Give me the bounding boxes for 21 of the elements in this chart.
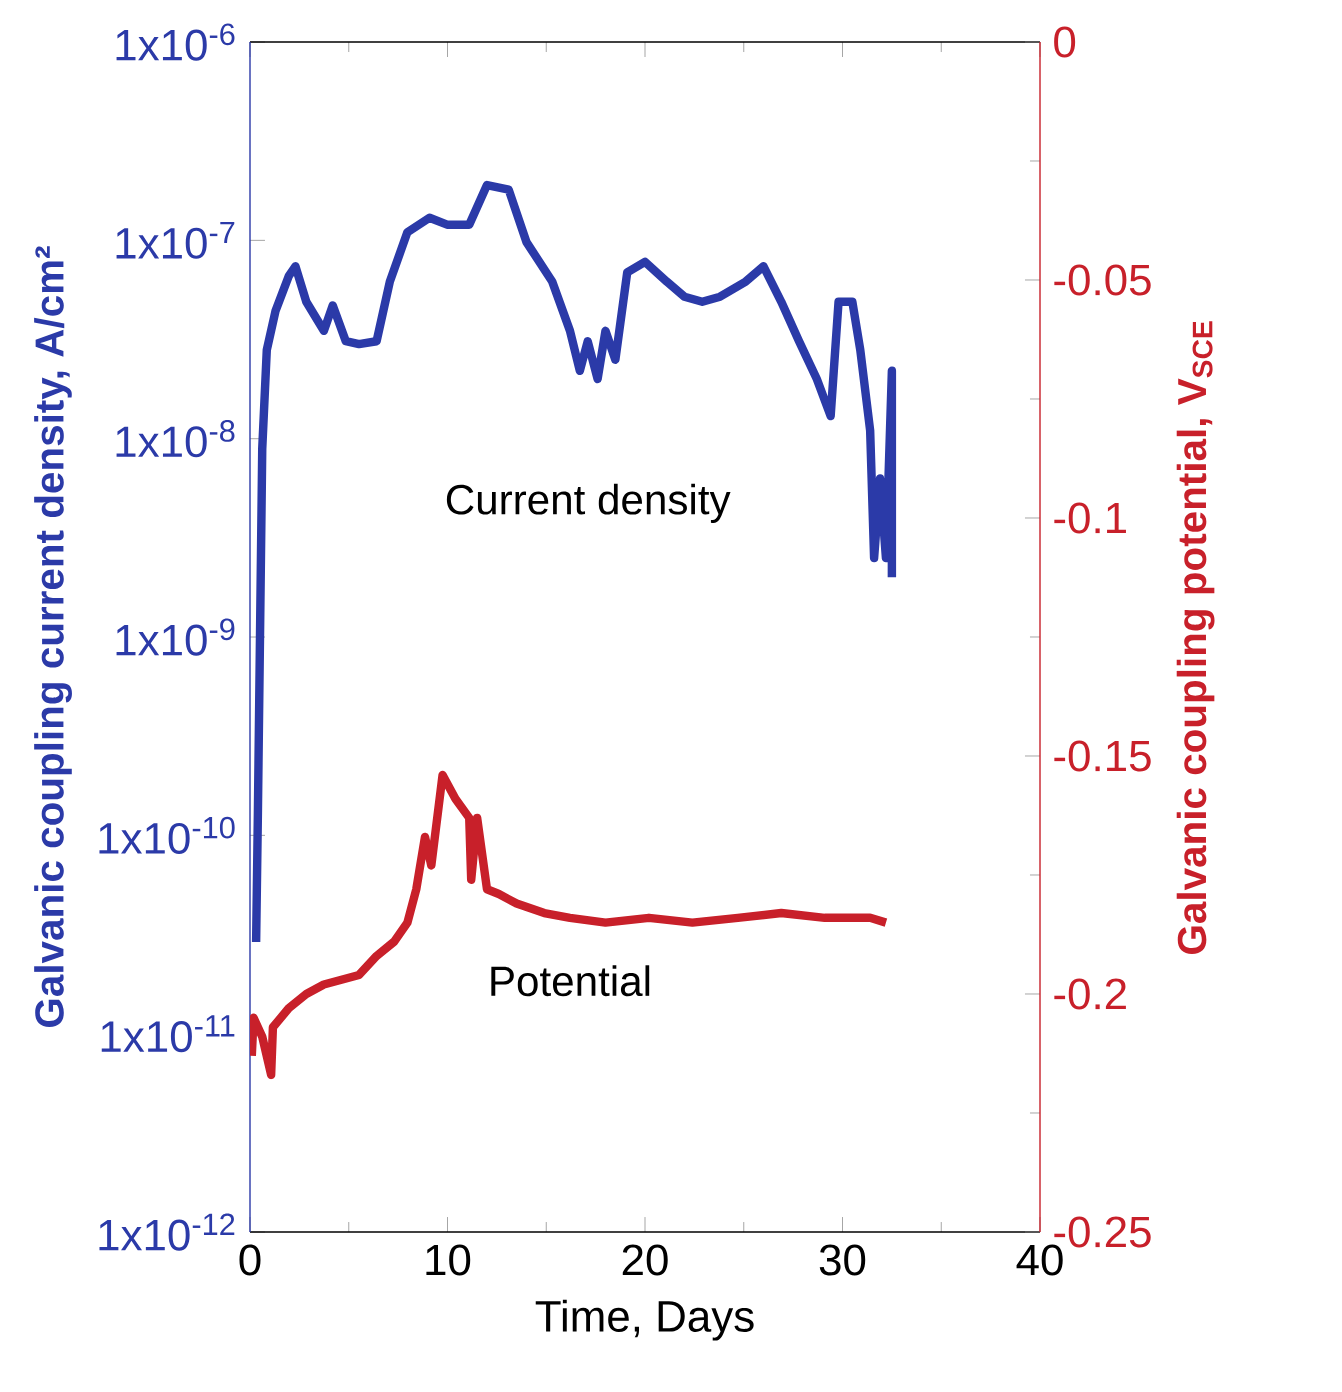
y-tick-label: 1x10$^{-11}$ xyxy=(101,1015,235,1053)
y2-axis-title: Galvanic coupling potential, V$_{SCE}$ xyxy=(1176,321,1215,954)
series-label: Potential xyxy=(491,965,650,997)
y-tick-label: 1x10$^{-10}$ xyxy=(99,816,235,854)
x-tick-label: 0 xyxy=(239,1244,261,1276)
x-axis-title: Time, Days xyxy=(535,1299,754,1341)
y2-tick-label: -0.1 xyxy=(1054,502,1126,534)
y2-tick-label: -0.05 xyxy=(1054,264,1151,296)
y-tick-label: 1x10$^{-6}$ xyxy=(116,23,235,61)
y2-tick-label: -0.2 xyxy=(1054,978,1126,1010)
y-tick-label: 1x10$^{-12}$ xyxy=(99,1213,235,1251)
y-tick-label: 1x10$^{-8}$ xyxy=(116,420,235,458)
y-tick-label: 1x10$^{-9}$ xyxy=(116,618,235,656)
y2-tick-label: -0.15 xyxy=(1054,740,1151,772)
x-tick-label: 10 xyxy=(426,1244,471,1276)
text: Current density xyxy=(446,483,731,523)
y2-tick-label: 0 xyxy=(1054,26,1076,58)
x-tick-label: 20 xyxy=(622,1244,668,1276)
y-tick-label: 1x10$^{-7}$ xyxy=(116,221,235,259)
y-axis-title: Galvanic coupling current density, A/cm² xyxy=(34,246,72,1027)
x-tick-label: 30 xyxy=(819,1244,866,1276)
